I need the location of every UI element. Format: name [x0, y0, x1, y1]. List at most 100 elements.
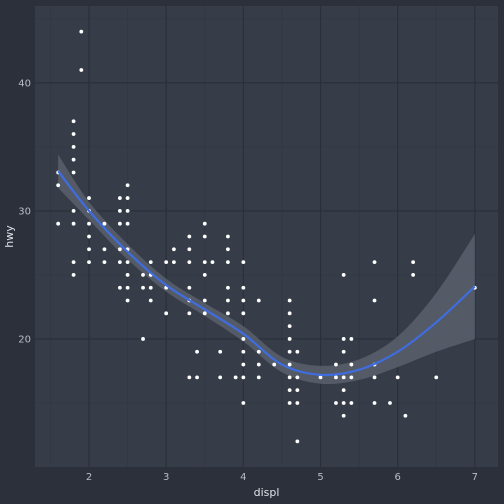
data-point [287, 349, 292, 354]
data-point [202, 260, 207, 265]
data-point [272, 362, 277, 367]
data-point [187, 260, 192, 265]
data-point [434, 375, 439, 380]
data-point [226, 285, 230, 290]
data-point [295, 388, 300, 393]
data-point [117, 260, 122, 265]
x-tick-label: 3 [163, 472, 169, 483]
data-point [87, 221, 91, 226]
data-point [71, 273, 76, 277]
data-point [256, 349, 261, 354]
data-point [295, 439, 300, 444]
data-point [187, 311, 192, 316]
data-point [79, 68, 84, 72]
data-point [372, 401, 377, 405]
data-point [117, 221, 122, 226]
data-point [341, 388, 346, 393]
data-point [226, 311, 230, 316]
data-point [202, 273, 207, 277]
data-point [125, 221, 130, 226]
data-point [341, 413, 346, 418]
data-point [349, 375, 354, 380]
data-point [349, 401, 354, 405]
data-point [125, 196, 130, 200]
data-point [210, 260, 215, 265]
data-point [287, 311, 292, 316]
smooth-line [57, 170, 476, 377]
data-point [218, 349, 223, 354]
data-point [71, 221, 76, 226]
data-point [241, 362, 246, 367]
data-point [334, 362, 338, 367]
data-point [202, 311, 207, 316]
data-point [117, 208, 122, 213]
data-point [287, 324, 292, 329]
grid-major [35, 6, 498, 467]
data-point [71, 119, 76, 124]
data-point [71, 208, 76, 213]
data-point [241, 311, 246, 316]
data-point [349, 362, 354, 367]
x-tick-label: 7 [472, 472, 478, 483]
data-point [388, 401, 392, 405]
data-point [341, 401, 346, 405]
data-point [87, 260, 91, 265]
data-point [226, 298, 230, 303]
data-point [372, 260, 377, 265]
y-tick-label: 20 [18, 334, 31, 345]
data-point [411, 273, 416, 277]
data-point [187, 285, 192, 290]
data-point [256, 298, 261, 303]
data-point [287, 388, 292, 393]
data-point [241, 401, 246, 405]
data-point [341, 375, 346, 380]
data-point [241, 349, 246, 354]
data-point [287, 375, 292, 380]
y-tick-labels: 20 30 40 [18, 78, 31, 345]
data-point [341, 273, 346, 277]
data-point [148, 298, 153, 303]
data-point [295, 401, 300, 405]
data-point [256, 375, 261, 380]
data-point [403, 413, 408, 418]
data-point [295, 349, 300, 354]
data-point [56, 221, 61, 226]
data-point [125, 285, 130, 290]
x-tick-label: 4 [240, 472, 246, 483]
data-point [195, 375, 199, 380]
data-point [195, 349, 199, 354]
data-point [141, 337, 145, 341]
data-point [226, 247, 230, 252]
data-point [233, 375, 238, 380]
data-point [148, 285, 153, 290]
data-point [341, 337, 346, 341]
data-point [71, 170, 76, 175]
data-point [187, 247, 192, 252]
data-point [295, 375, 300, 380]
data-point [141, 273, 145, 277]
data-point [226, 234, 230, 239]
plot-panel [35, 6, 498, 467]
data-point [202, 221, 207, 226]
data-point [102, 221, 107, 226]
data-point [71, 260, 76, 265]
y-tick-label: 30 [18, 206, 31, 217]
data-point [241, 260, 246, 265]
data-point [334, 401, 338, 405]
x-axis-title: displ [254, 486, 280, 499]
data-point [395, 375, 400, 380]
data-point [287, 362, 292, 367]
data-point [202, 234, 207, 239]
x-tick-label: 6 [394, 472, 400, 483]
data-point [172, 260, 176, 265]
data-point [372, 298, 377, 303]
data-point [87, 196, 91, 200]
data-point [241, 298, 246, 303]
data-point [125, 260, 130, 265]
data-point [71, 132, 76, 136]
data-point [56, 183, 61, 188]
data-point [125, 183, 130, 188]
data-point [164, 311, 169, 316]
data-point [102, 247, 107, 252]
